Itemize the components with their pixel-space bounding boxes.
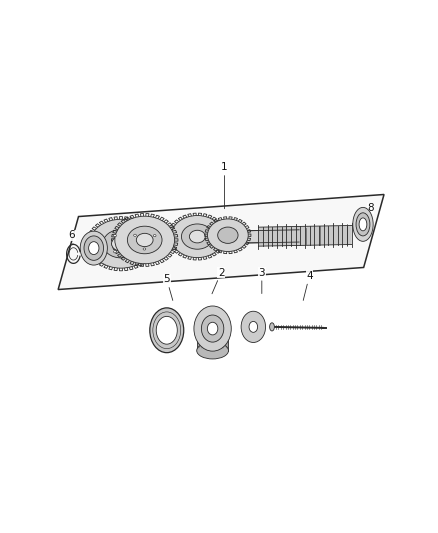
Text: 6: 6 <box>68 230 75 244</box>
Ellipse shape <box>143 248 146 250</box>
Text: 1: 1 <box>221 163 228 209</box>
Ellipse shape <box>112 236 131 251</box>
Ellipse shape <box>359 218 367 231</box>
Ellipse shape <box>156 317 177 344</box>
Ellipse shape <box>88 241 99 255</box>
Ellipse shape <box>241 311 265 343</box>
Polygon shape <box>197 333 229 351</box>
Ellipse shape <box>113 235 117 237</box>
Ellipse shape <box>131 243 134 245</box>
Ellipse shape <box>127 226 162 254</box>
Ellipse shape <box>194 306 231 351</box>
Ellipse shape <box>189 230 205 243</box>
Ellipse shape <box>150 308 184 353</box>
Ellipse shape <box>134 234 136 236</box>
Polygon shape <box>162 230 299 245</box>
Ellipse shape <box>208 219 248 252</box>
Ellipse shape <box>218 227 238 244</box>
Ellipse shape <box>153 235 156 237</box>
Ellipse shape <box>90 219 152 268</box>
Ellipse shape <box>197 342 229 359</box>
Text: 5: 5 <box>163 274 173 301</box>
Ellipse shape <box>115 216 175 264</box>
Text: 7: 7 <box>95 230 102 245</box>
Ellipse shape <box>103 230 139 258</box>
Ellipse shape <box>84 236 103 260</box>
Ellipse shape <box>113 251 117 253</box>
Ellipse shape <box>80 231 107 265</box>
Ellipse shape <box>207 322 218 335</box>
Text: 4: 4 <box>303 271 313 301</box>
Ellipse shape <box>181 224 213 249</box>
Text: 2: 2 <box>212 268 224 294</box>
Polygon shape <box>58 195 384 289</box>
Ellipse shape <box>136 233 153 247</box>
Ellipse shape <box>156 233 164 244</box>
Ellipse shape <box>356 213 370 236</box>
Ellipse shape <box>249 321 258 333</box>
Polygon shape <box>258 225 352 246</box>
Ellipse shape <box>270 323 274 331</box>
Text: 8: 8 <box>367 203 374 217</box>
Text: 3: 3 <box>258 268 265 294</box>
Ellipse shape <box>353 207 373 241</box>
Ellipse shape <box>171 215 224 257</box>
Ellipse shape <box>201 315 224 342</box>
